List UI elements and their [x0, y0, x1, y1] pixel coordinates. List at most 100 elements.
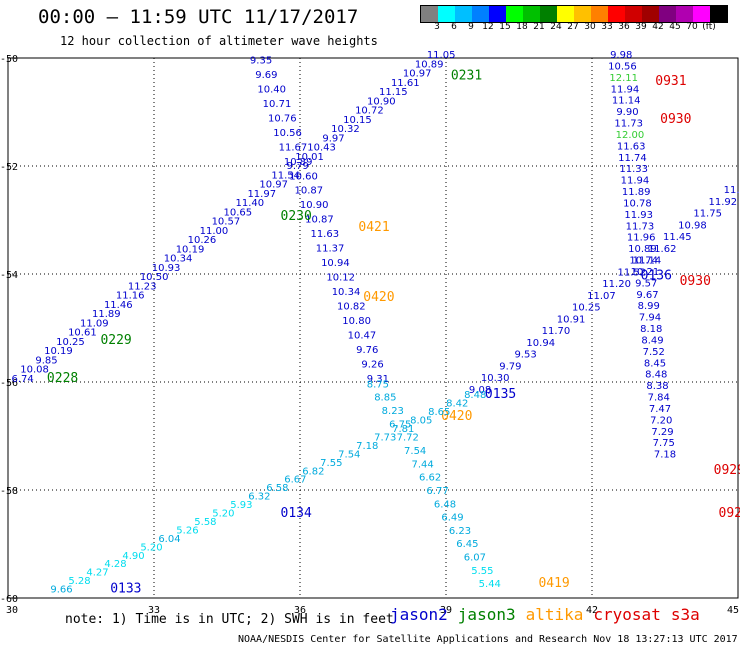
swh-value: 10.40: [257, 84, 286, 95]
swh-value: 10.87: [295, 186, 324, 197]
swh-value: 8.48: [464, 390, 486, 401]
swh-value: 6.77: [426, 486, 448, 497]
color-scale-label: 70: [686, 22, 698, 32]
swh-value: 10.30: [481, 373, 510, 384]
color-swatch-10: [591, 6, 608, 22]
swh-value: 7.29: [651, 427, 673, 438]
swh-value: 9.79: [499, 361, 521, 372]
pass-time-label: 0135: [485, 387, 516, 402]
legend-jason3: jason3: [457, 605, 516, 624]
swh-value: 7.54: [338, 449, 360, 460]
swh-value: 10.50: [140, 272, 169, 283]
swh-value: 7.44: [412, 459, 434, 470]
swh-value: 10.72: [355, 106, 384, 117]
swh-value: 11.96: [627, 233, 656, 244]
swh-value: 11.40: [235, 198, 264, 209]
color-scale-label: 21: [533, 22, 545, 32]
swh-value: 9.57: [635, 278, 657, 289]
swh-value: 5.58: [194, 517, 216, 528]
color-swatch-15: [676, 6, 693, 22]
swh-value: 7.54: [404, 446, 426, 457]
swh-value: 10.19: [176, 244, 205, 255]
swh-value: 10.93: [152, 263, 181, 274]
color-swatch-3: [472, 6, 489, 22]
swh-value: 11.00: [200, 226, 229, 237]
swh-value: 8.48: [645, 370, 667, 381]
swh-value: 10.89: [415, 59, 444, 70]
swh-value: 10.56: [273, 128, 302, 139]
swh-value: 8.18: [640, 324, 662, 335]
color-scale-label: 12: [482, 22, 494, 32]
swh-value: 10.32: [331, 124, 360, 135]
x-tick-label: 36: [294, 605, 306, 616]
swh-value: 8.23: [382, 406, 404, 417]
swh-value: 10.12: [326, 273, 355, 284]
color-scale-label: 42: [652, 22, 664, 32]
color-swatch-11: [608, 6, 625, 22]
swh-value: 11.75: [693, 209, 722, 220]
pass-time-label: 0930: [680, 274, 711, 289]
swh-value: 8.65: [428, 407, 450, 418]
swh-value: 10.94: [321, 258, 350, 269]
swh-value: 10.34: [332, 287, 361, 298]
swh-value: 9.08: [469, 385, 491, 396]
swh-value: 10.15: [343, 115, 372, 126]
swh-value: 9.35: [250, 55, 272, 66]
swh-value: 9.66: [50, 585, 72, 596]
swh-value: 10.89: [628, 244, 657, 255]
swh-value: 8.85: [374, 393, 396, 404]
legend-altika: altika: [525, 605, 584, 624]
swh-value: 9.85: [35, 355, 57, 366]
swh-value: 6.49: [441, 513, 463, 524]
swh-value: 10.26: [188, 235, 217, 246]
swh-value: 4.90: [122, 551, 144, 562]
swh-value: 6.48: [434, 499, 456, 510]
swh-value: 10.78: [623, 198, 652, 209]
swh-value: 8.42: [446, 399, 468, 410]
x-tick-label: 30: [6, 605, 18, 616]
color-scale-label: 24: [550, 22, 562, 32]
swh-value: 11.97: [247, 189, 276, 200]
credit-line: NOAA/NESDIS Center for Satellite Applica…: [238, 634, 738, 645]
swh-value: 9.31: [367, 374, 389, 385]
pass-time-label: 0228: [47, 371, 78, 386]
satellite-legend: jason2 jason3 altika cryosat s3a: [390, 605, 710, 624]
swh-value: 9.90: [616, 107, 638, 118]
swh-value: 7.55: [320, 458, 342, 469]
swh-value: 6.82: [302, 466, 324, 477]
pass-time-label: 0420: [363, 290, 394, 305]
swh-value: 9.53: [514, 350, 536, 361]
swh-value: 10.60: [289, 171, 318, 182]
color-swatch-16: [693, 6, 710, 22]
swh-value: 6.04: [158, 534, 180, 545]
color-scale-bar: [420, 5, 728, 23]
swh-value: 7.81: [392, 424, 414, 435]
swh-value: 10.97: [403, 69, 432, 80]
color-swatch-17: [710, 6, 727, 22]
swh-value: 11.94: [611, 84, 640, 95]
swh-value: 9.97: [322, 133, 344, 144]
swh-value: 10.91: [557, 314, 586, 325]
swh-value: 6.07: [464, 553, 486, 564]
swh-value: 11.89: [622, 187, 651, 198]
color-swatch-9: [574, 6, 591, 22]
color-scale-label: 15: [499, 22, 511, 32]
swh-value: 5.93: [230, 500, 252, 511]
x-tick-label: 42: [586, 605, 598, 616]
chart-subtitle: 12 hour collection of altimeter wave hei…: [60, 34, 378, 48]
swh-value: 6.67: [284, 475, 306, 486]
swh-value: 11.63: [310, 229, 339, 240]
swh-value: 10.89: [284, 157, 313, 168]
swh-value: 6.75: [389, 419, 411, 430]
swh-value: 11.93: [624, 210, 653, 221]
color-scale-label: 36: [618, 22, 630, 32]
swh-value: 11.62: [648, 244, 677, 255]
swh-value: 12.00: [616, 130, 645, 141]
pass-time-label: 0421: [358, 220, 389, 235]
swh-value: 8.99: [638, 301, 660, 312]
swh-value: 10.87: [305, 215, 334, 226]
color-swatch-14: [659, 6, 676, 22]
pass-time-label: 0231: [451, 69, 482, 84]
swh-value: 7.72: [397, 433, 419, 444]
